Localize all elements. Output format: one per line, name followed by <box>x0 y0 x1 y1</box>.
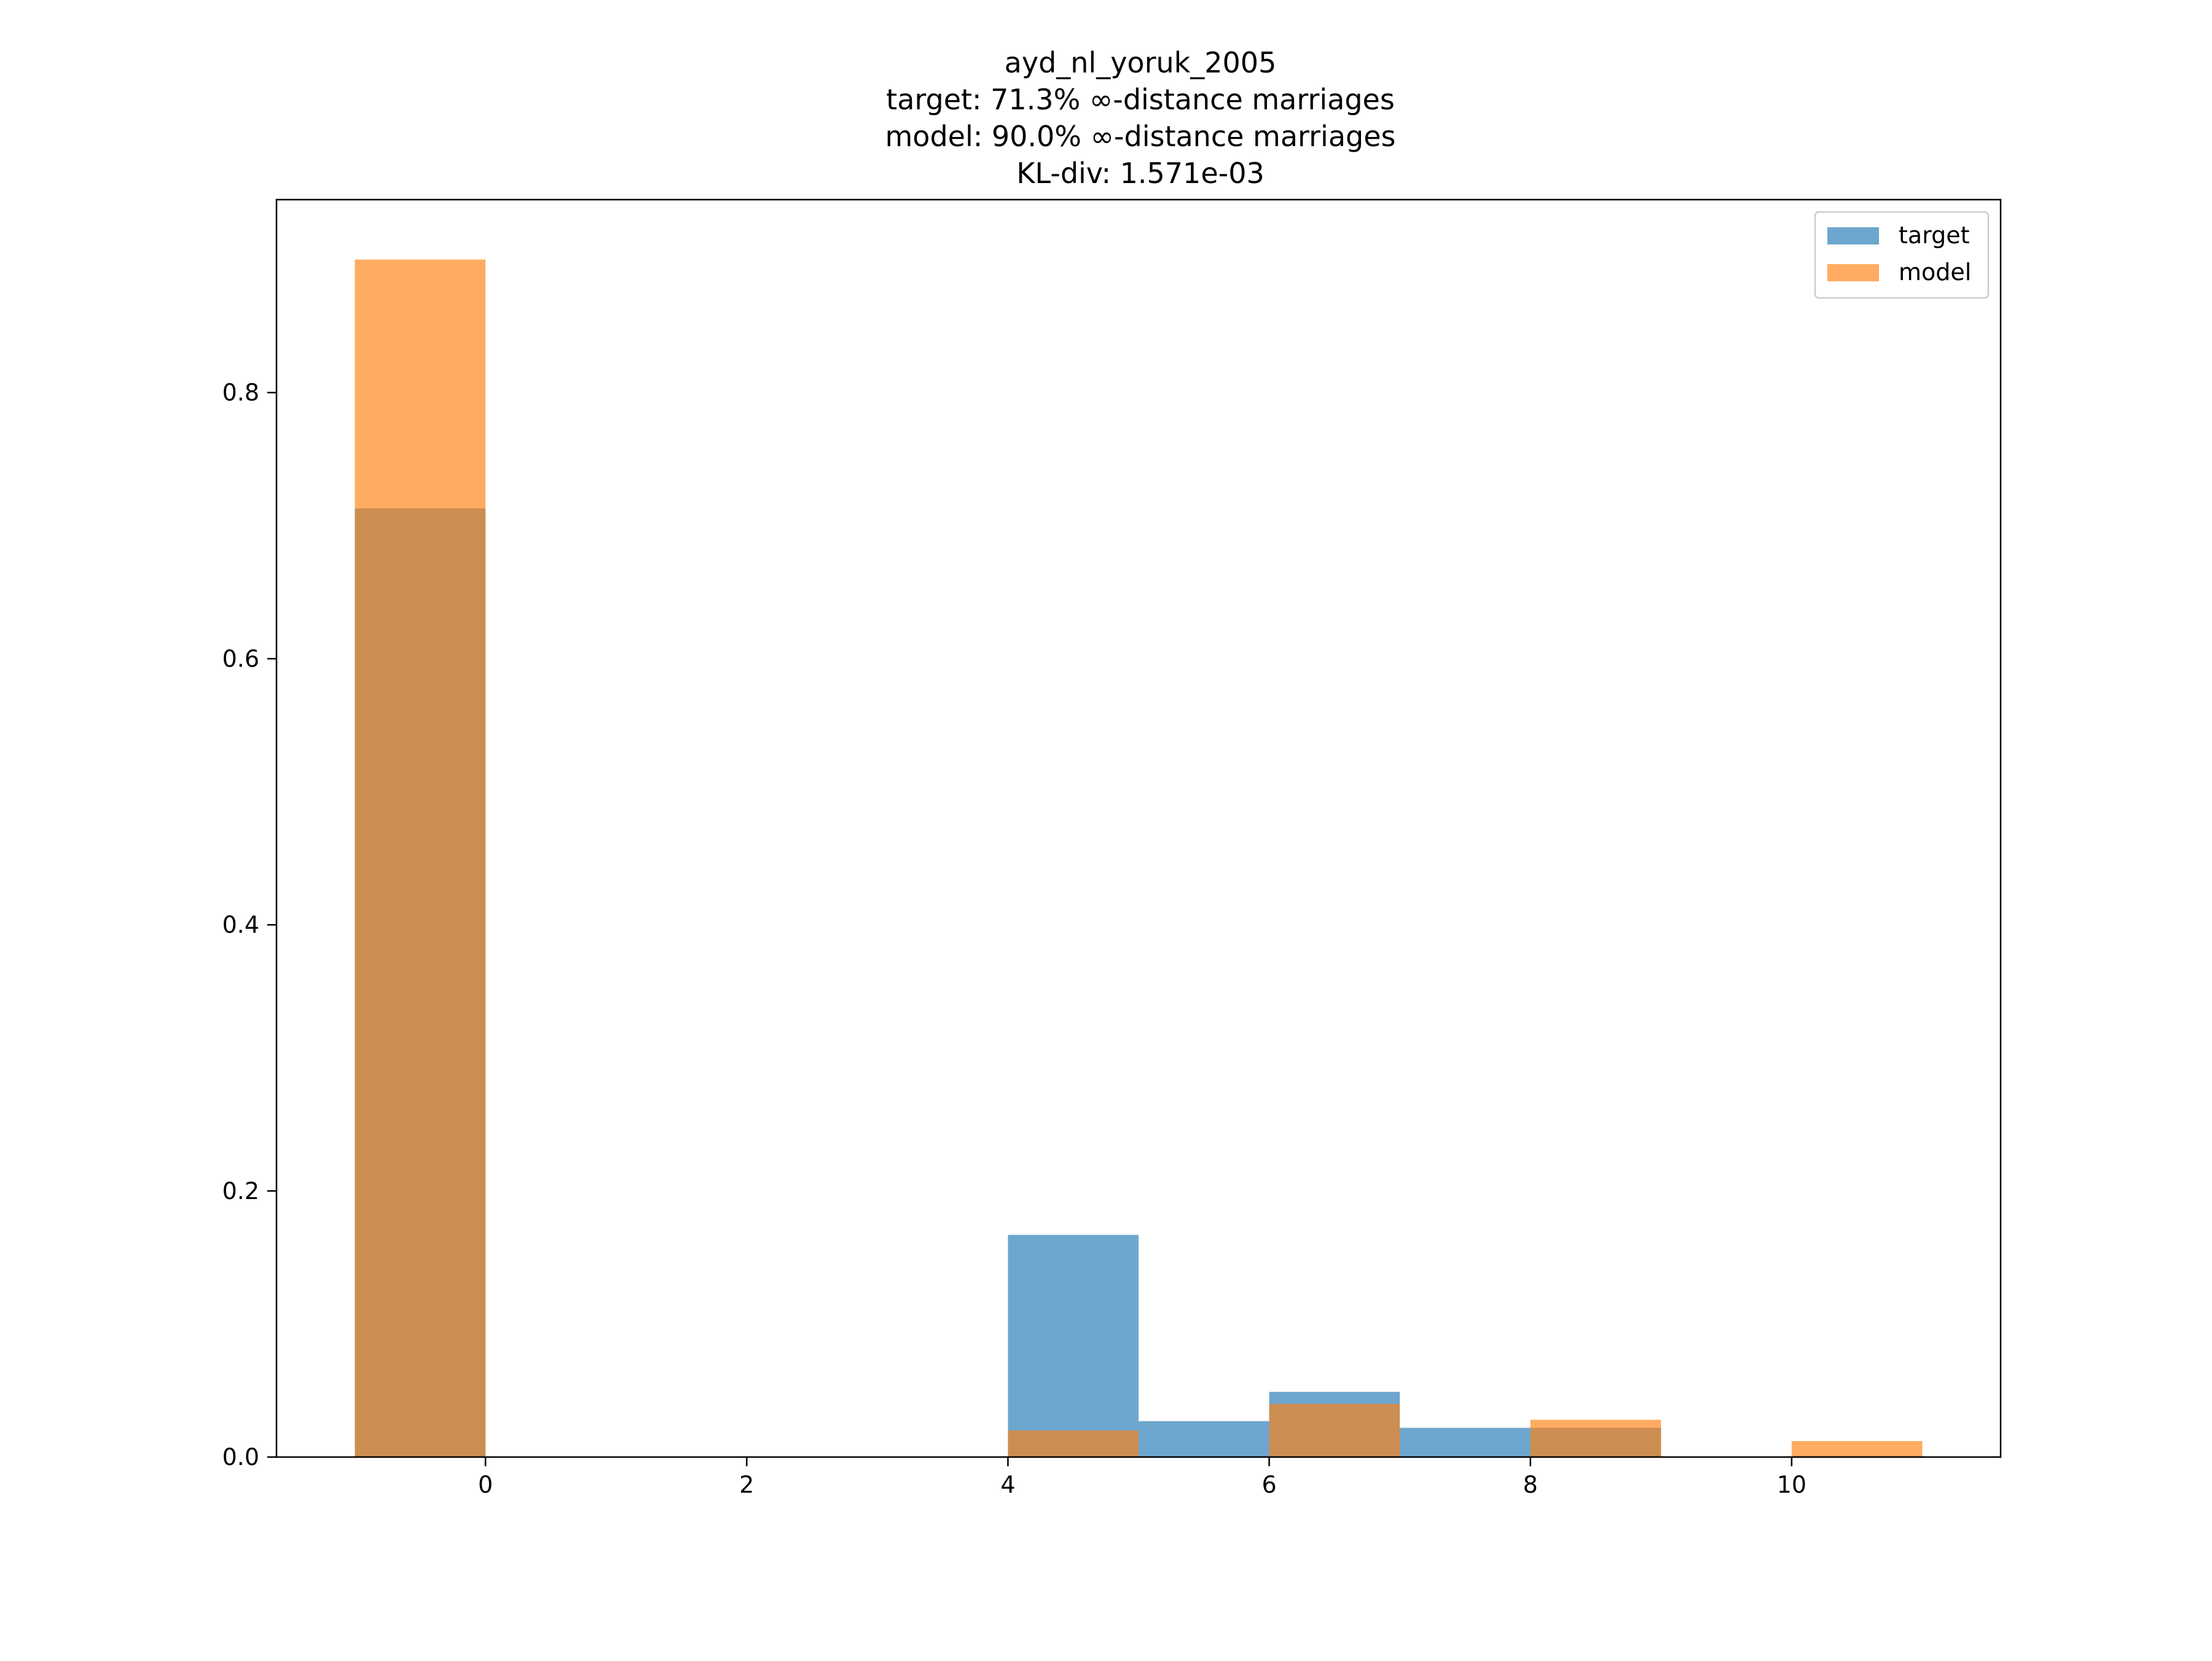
x-tick-label-3: 6 <box>1261 1471 1276 1498</box>
bar-target-1 <box>1008 1235 1139 1457</box>
x-tick-label-0: 0 <box>478 1471 493 1498</box>
bars-layer <box>355 259 1923 1457</box>
title-line-2: target: 71.3% ∞-distance marriages <box>886 83 1395 116</box>
legend: target model <box>1814 211 1990 299</box>
bar-target-4 <box>1400 1428 1531 1457</box>
y-tick-label-0: 0.0 <box>222 1444 259 1471</box>
plot-frame <box>275 198 2002 1458</box>
axes-layer: 0 2 4 6 8 10 0.0 0.2 0.4 0.6 0.8 <box>222 198 2002 1498</box>
x-tick-label-2: 4 <box>1000 1471 1015 1498</box>
y-tick-label-4: 0.8 <box>222 379 259 406</box>
legend-label-model: model <box>1899 259 1971 286</box>
x-tick-label-4: 8 <box>1523 1471 1538 1498</box>
title-line-3: model: 90.0% ∞-distance marriages <box>885 120 1395 153</box>
bar-model-2 <box>1269 1404 1400 1457</box>
bar-model-1 <box>1008 1430 1139 1457</box>
bar-model-4 <box>1791 1441 1923 1457</box>
y-tick-label-3: 0.6 <box>222 645 259 672</box>
bar-model-0 <box>355 259 486 1457</box>
x-tick-label-1: 2 <box>739 1471 754 1498</box>
y-tick-label-1: 0.2 <box>222 1178 259 1205</box>
legend-swatch-target <box>1827 227 1879 244</box>
title-line-1: ayd_nl_yoruk_2005 <box>1005 46 1277 79</box>
y-tick-label-2: 0.4 <box>222 912 259 939</box>
x-tick-label-5: 10 <box>1777 1471 1806 1498</box>
title-line-4: KL-div: 1.571e-03 <box>1016 157 1265 190</box>
chart-title: ayd_nl_yoruk_2005 target: 71.3% ∞-distan… <box>885 46 1395 190</box>
bar-model-3 <box>1530 1420 1661 1457</box>
bar-target-2 <box>1139 1421 1269 1457</box>
legend-swatch-model <box>1827 264 1879 281</box>
legend-label-target: target <box>1899 222 1970 249</box>
